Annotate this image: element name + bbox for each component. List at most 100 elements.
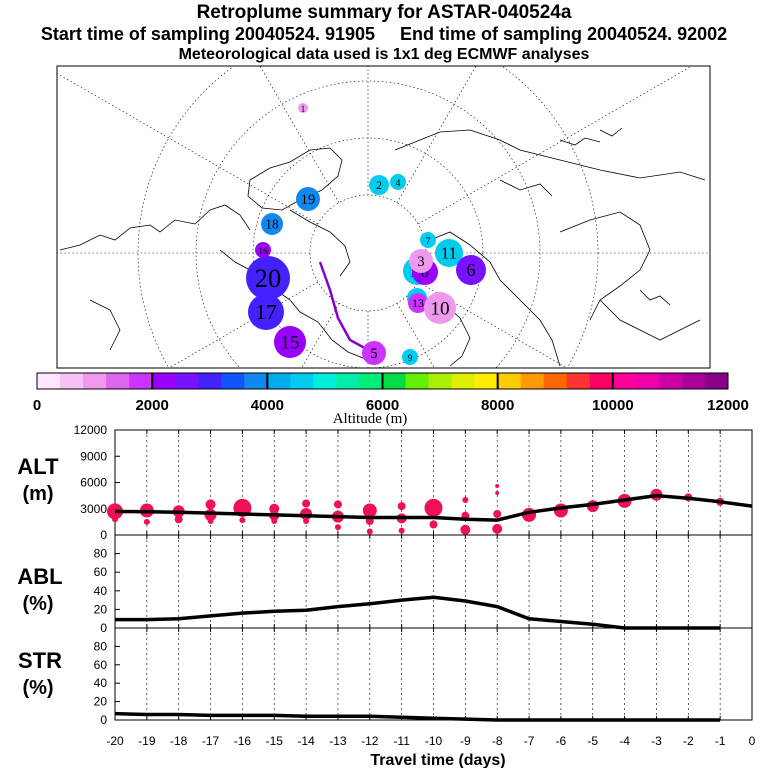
x-tick-label: -5: [587, 734, 598, 748]
alt-scatter-point: [366, 528, 373, 535]
colorbar-swatch: [382, 373, 406, 389]
plume-label: 6: [467, 260, 476, 280]
alt-scatter-point: [424, 498, 443, 517]
alt-scatter-point: [112, 516, 118, 523]
coastline: [219, 249, 369, 361]
x-tick-label: -7: [524, 734, 535, 748]
x-tick-label: -9: [460, 734, 471, 748]
y-tick-label: 80: [94, 639, 108, 653]
colorbar-swatch: [83, 373, 107, 389]
meridian-line: [396, 66, 477, 203]
coastline: [394, 129, 706, 181]
colorbar-label: Altitude (m): [333, 411, 408, 427]
altitude-colorbar: 0 2000 4000 6000 8000 10000 12000: [33, 372, 749, 414]
plume-circle: [274, 326, 306, 358]
colorbar-swatch: [589, 373, 614, 389]
x-tick-label: -2: [683, 734, 694, 748]
map-frame: [56, 65, 711, 369]
plume-label: 1: [301, 104, 306, 114]
y-tick-label: 0: [100, 713, 107, 727]
plume-label: 13: [412, 296, 424, 310]
plume-label: 20: [255, 263, 281, 293]
colorbar-swatch: [474, 373, 498, 389]
plume-label: 2: [376, 178, 382, 192]
colorbar-swatch: [37, 373, 61, 389]
plume-circle: [296, 187, 320, 211]
coastline: [429, 231, 561, 367]
plume-circle: [248, 294, 284, 330]
coastline: [247, 147, 343, 211]
alt-scatter-point: [495, 491, 500, 495]
y-tick-label: 60: [94, 658, 108, 672]
plume-circle: [424, 292, 456, 324]
coastline: [89, 299, 121, 351]
colorbar-swatch: [658, 373, 683, 389]
plume-circle: [435, 239, 463, 267]
alt-scatter-point: [362, 503, 377, 518]
coastline: [599, 127, 623, 137]
y-tick-label: 6000: [80, 476, 107, 490]
start-time-text: Start time of sampling 20040524. 91905: [40, 24, 375, 44]
colorbar-swatch: [313, 373, 337, 389]
colorbar-swatch: [60, 373, 84, 389]
colorbar-swatch: [635, 373, 660, 389]
y-tick-label: 3000: [80, 502, 107, 516]
alt-panel-label: ALT: [17, 454, 59, 479]
alt-scatter-point: [492, 523, 503, 534]
alt-scatter-point: [107, 503, 123, 520]
alt-scatter-point: [397, 502, 406, 511]
colorbar-swatch: [267, 373, 291, 389]
alt-scatter-point: [429, 520, 438, 529]
alt-scatter-point: [143, 518, 150, 525]
plume-label: 9: [408, 353, 413, 364]
colorbar-swatch: [428, 373, 452, 389]
plume-circle: [456, 255, 486, 285]
plume-label: 18: [265, 216, 279, 231]
x-tick-label: -20: [106, 734, 124, 748]
x-tick-label: -19: [138, 734, 156, 748]
alt-scatter-point: [493, 510, 502, 518]
latitude-circle: [195, 80, 541, 368]
colorbar-swatch: [290, 373, 314, 389]
plume-label: 16: [258, 246, 268, 257]
alt-scatter-point: [174, 515, 183, 524]
alt-scatter-point: [303, 518, 310, 524]
alt-scatter-point: [460, 524, 471, 535]
colorbar-swatch: [129, 373, 153, 389]
alt-scatter-point: [205, 499, 216, 510]
alt-scatter-point: [333, 500, 342, 509]
colorbar-swatch: [520, 373, 545, 389]
plume-label: 5: [370, 346, 377, 362]
colorbar-swatch: [704, 373, 729, 389]
colorbar-swatch: [175, 373, 199, 389]
coastline: [639, 289, 671, 306]
plume-circle: [255, 242, 271, 258]
x-tick-label: -6: [556, 734, 567, 748]
plume-label: 3: [417, 254, 424, 270]
colorbar-swatch: [106, 373, 130, 389]
x-tick-label: -8: [492, 734, 503, 748]
x-tick-label: -1: [715, 734, 726, 748]
colorbar-swatch: [497, 373, 521, 389]
coastline: [289, 209, 351, 277]
trajectory-line: [318, 261, 373, 354]
x-tick-label: -10: [425, 734, 443, 748]
polar-map: 2019181716151413121110987654321: [56, 65, 711, 369]
end-time-text: End time of sampling 20040524. 92002: [400, 24, 728, 44]
plume-label: 8: [421, 264, 429, 281]
colorbar-swatch: [198, 373, 222, 389]
colorbar-swatch: [221, 373, 245, 389]
plume-circle: [409, 249, 433, 273]
colorbar-swatch: [359, 373, 383, 389]
colorbar-swatch: [566, 373, 591, 389]
colorbar-tick-label: 8000: [481, 397, 514, 414]
colorbar-tick-label: 10000: [592, 397, 634, 414]
x-tick-label: -4: [619, 734, 630, 748]
time-series-panels: 030006000900012000020406080020406080-20-…: [74, 423, 756, 748]
plume-circle: [362, 341, 386, 365]
colorbar-swatch: [612, 373, 637, 389]
colorbar-swatch: [405, 373, 429, 389]
alt-scatter-point: [239, 517, 246, 524]
plume-circle: [408, 293, 428, 313]
str-panel-unit: (%): [22, 677, 53, 699]
